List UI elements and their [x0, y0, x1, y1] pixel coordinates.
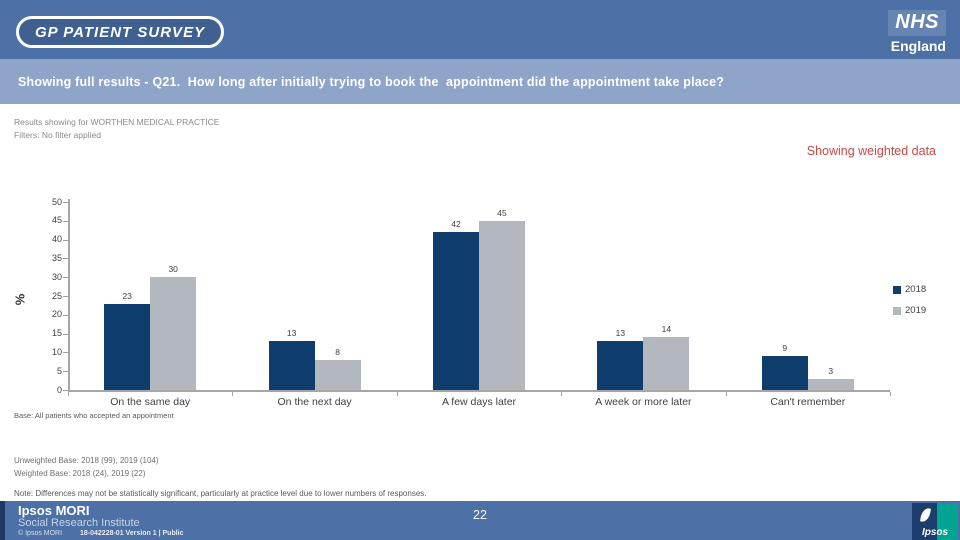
x-tick-mark	[725, 392, 727, 396]
bar-value-label: 9	[782, 343, 788, 354]
bar-2018	[433, 232, 479, 390]
y-tick-label: 25	[51, 290, 62, 301]
ipsos-mori-wordmark: Ipsos MORI	[18, 503, 90, 518]
y-tick-label: 50	[51, 196, 62, 207]
nhs-england-label: England	[890, 38, 946, 54]
x-tick-mark	[232, 392, 234, 396]
x-axis-line	[68, 390, 890, 392]
bar-value-label: 3	[828, 365, 834, 376]
bar-2018	[597, 341, 644, 390]
bar-value-label: 13	[286, 328, 297, 339]
bar-2019	[314, 359, 361, 390]
y-tick-label: 30	[51, 271, 62, 282]
unweighted-base-note: Unweighted Base: 2018 (99), 2019 (104)	[14, 456, 159, 465]
bar-value-label: 45	[497, 207, 507, 218]
page-title: Showing full results - Q21. How long aft…	[18, 74, 725, 89]
legend-label: 2018	[905, 284, 927, 295]
y-tick-mark	[63, 371, 68, 373]
ipsos-leaf-icon	[920, 507, 931, 523]
significance-note: Note: Differences may not be statistical…	[14, 489, 427, 498]
header-bar: GP PATIENT SURVEY NHS England	[0, 0, 960, 59]
y-tick-mark	[63, 239, 68, 241]
category-label: A week or more later	[595, 396, 692, 408]
bar-value-label: 23	[122, 290, 132, 301]
social-research-institute-label: Social Research Institute	[18, 517, 140, 529]
results-showing-line: Results showing for WORTHEN MEDICAL PRAC…	[14, 117, 220, 127]
y-tick-mark	[63, 220, 68, 222]
bar-value-label: 42	[451, 219, 461, 230]
y-tick-label: 15	[51, 328, 62, 339]
y-axis-label: %	[12, 293, 28, 306]
ipsos-logo-text: Ipsos	[921, 527, 949, 538]
category-label: A few days later	[441, 396, 517, 408]
bar-2018	[761, 356, 808, 390]
x-tick-mark	[561, 392, 563, 396]
filters-line: Filters: No filter applied	[14, 130, 101, 140]
x-tick-mark	[890, 392, 891, 396]
bar-2019	[150, 277, 197, 390]
page-number: 22	[473, 508, 487, 522]
legend-item-2018: 2018	[893, 284, 926, 295]
question-title-bar: Showing full results - Q21. How long aft…	[0, 59, 960, 104]
gp-logo-text: GP PATIENT SURVEY	[35, 23, 206, 41]
x-tick-mark	[68, 392, 69, 396]
nhs-icon: NHS	[888, 10, 946, 36]
bar-2018	[104, 303, 151, 390]
y-tick-label: 35	[51, 252, 62, 263]
y-tick-mark	[63, 277, 68, 279]
y-tick-mark	[63, 333, 68, 335]
y-axis-line	[68, 199, 70, 390]
base-note: Base: All patients who accepted an appoi…	[14, 411, 174, 420]
nhs-england-logo: NHS England	[888, 10, 946, 54]
weighted-data-note: Showing weighted data	[806, 144, 936, 158]
ipsos-logo: Ipsos	[912, 503, 958, 540]
legend-label: 2019	[905, 305, 927, 316]
gp-patient-survey-logo: GP PATIENT SURVEY	[16, 16, 225, 48]
legend-item-2019: 2019	[893, 305, 926, 316]
bar-value-label: 30	[168, 264, 178, 275]
y-tick-mark	[63, 314, 68, 316]
category-label: Can't remember	[770, 396, 846, 408]
category-label: On the same day	[110, 396, 191, 408]
footer-bar	[0, 501, 960, 540]
bar-2018	[268, 341, 315, 390]
category-label: On the next day	[277, 396, 352, 408]
y-tick-label: 10	[51, 346, 62, 357]
weighted-base-note: Weighted Base: 2018 (24), 2019 (22)	[14, 469, 146, 478]
footer-accent-strip	[0, 501, 5, 540]
document-reference: 18-042228-01 Version 1 | Public	[80, 530, 184, 537]
bar-2019	[643, 337, 690, 390]
y-tick-label: 40	[51, 234, 62, 245]
y-tick-label: 0	[56, 384, 62, 395]
y-tick-mark	[63, 296, 68, 297]
y-tick-mark	[63, 202, 68, 203]
x-tick-mark	[396, 392, 398, 396]
legend-swatch-icon	[893, 306, 901, 315]
y-tick-label: 45	[51, 215, 62, 226]
bar-value-label: 13	[615, 328, 626, 339]
y-tick-mark	[63, 258, 68, 260]
legend-swatch-icon	[893, 285, 901, 294]
y-tick-mark	[63, 352, 68, 354]
bar-value-label: 14	[661, 324, 672, 335]
y-tick-label: 5	[56, 365, 62, 376]
bar-2019	[807, 378, 854, 390]
y-tick-mark	[63, 390, 68, 391]
bar-value-label: 8	[335, 346, 340, 357]
y-tick-label: 20	[51, 309, 62, 320]
bar-2019	[479, 220, 525, 390]
chart-legend: 2018 2019	[893, 284, 926, 326]
copyright-label: © Ipsos MORI	[18, 530, 63, 537]
